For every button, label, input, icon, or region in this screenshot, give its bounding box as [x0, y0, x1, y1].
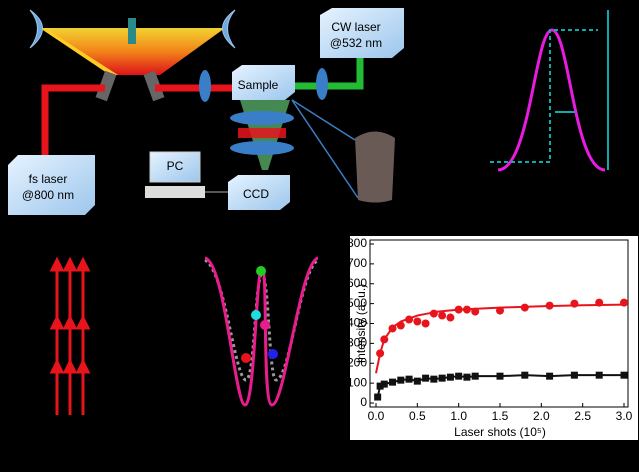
- point: [421, 319, 430, 328]
- y-tick-label: 0: [360, 395, 367, 409]
- pulse: [497, 28, 606, 172]
- point: [455, 372, 463, 380]
- y-axis-label: Intensity (a. u.): [354, 284, 368, 363]
- label: @800 nm: [22, 188, 74, 202]
- point: [438, 311, 447, 320]
- point: [374, 393, 382, 401]
- label: PC: [167, 159, 184, 173]
- mirror: [29, 9, 43, 49]
- arrowhead: [49, 256, 65, 272]
- x-tick-label: 1.5: [492, 409, 509, 423]
- lens: [230, 141, 294, 155]
- x-axis-label: Laser shots (10⁵): [454, 425, 546, 439]
- zoom-line: [291, 99, 359, 199]
- state: [268, 349, 278, 359]
- x-tick-label: 0.0: [368, 409, 385, 423]
- point: [570, 371, 578, 379]
- mirror: [143, 70, 165, 102]
- label: fs laser: [29, 172, 68, 186]
- arrowhead: [62, 256, 78, 272]
- arrowhead: [75, 256, 91, 272]
- arrowhead: [62, 358, 78, 374]
- chart-panel: [350, 236, 638, 440]
- x-tick-label: 0.5: [409, 409, 426, 423]
- y-tick-label: 800: [347, 236, 367, 250]
- state: [260, 320, 270, 330]
- mirror: [222, 9, 236, 49]
- x-tick-label: 3.0: [616, 409, 633, 423]
- point: [446, 373, 454, 381]
- pc-monitor: [149, 151, 201, 183]
- y-tick-label: 200: [347, 355, 367, 369]
- phase: [490, 29, 598, 163]
- point: [422, 374, 430, 382]
- label: @532 nm: [330, 36, 382, 50]
- y-tick-label: 300: [347, 336, 367, 350]
- x-tick-label: 1.0: [450, 409, 467, 423]
- sample-photo: [355, 131, 395, 203]
- point: [413, 317, 422, 326]
- x-tick-label: 2.5: [574, 409, 591, 423]
- label: Sample: [238, 78, 279, 92]
- setup: CW laser @532 nm Sample fs laser @800 nm…: [8, 8, 404, 215]
- point: [446, 313, 455, 322]
- pulse-panel: [490, 10, 609, 172]
- y-tick-label: 600: [347, 276, 367, 290]
- lens: [199, 70, 211, 102]
- level-arrows: [49, 256, 91, 415]
- point: [595, 371, 603, 379]
- label: CCD: [243, 187, 269, 201]
- arrowhead: [62, 314, 78, 330]
- cavity-beam: [40, 28, 225, 75]
- fs-beam: [41, 84, 105, 165]
- series-line: [375, 303, 625, 374]
- label: CW laser: [331, 20, 380, 34]
- pc-base: [145, 186, 205, 198]
- chart: 0 100 200 300 400 500 600 700 800 0.0 0.5 1.0 1.5 2.0…: [347, 236, 633, 439]
- point: [405, 375, 413, 383]
- point: [389, 378, 397, 386]
- point: [463, 373, 471, 381]
- crystal: [128, 18, 136, 44]
- point: [397, 376, 405, 384]
- point: [438, 374, 446, 382]
- state: [241, 353, 251, 363]
- mirror: [95, 70, 117, 102]
- fs-laser-box: [8, 155, 95, 215]
- state: [251, 310, 261, 320]
- lens: [230, 111, 294, 125]
- y-tick-label: 400: [347, 316, 367, 330]
- point: [430, 375, 438, 383]
- y-tick-label: 500: [347, 296, 367, 310]
- point: [413, 377, 421, 385]
- x-tick-label: 2.0: [533, 409, 550, 423]
- y-tick-label: 700: [347, 256, 367, 270]
- filter: [238, 128, 286, 138]
- double-well: [204, 256, 320, 407]
- point: [376, 382, 384, 390]
- arrowhead: [49, 314, 65, 330]
- arrowhead: [75, 314, 91, 330]
- sample-box: [232, 65, 295, 100]
- point: [546, 372, 554, 380]
- cw-laser-box: [320, 8, 404, 58]
- lens: [316, 68, 328, 100]
- ccd-box: [228, 175, 290, 210]
- point: [521, 371, 529, 379]
- point: [496, 372, 504, 380]
- arrowhead: [49, 358, 65, 374]
- y-tick-label: 100: [347, 375, 367, 389]
- state: [256, 266, 266, 276]
- point: [380, 380, 388, 388]
- cavity-beam: [40, 28, 118, 75]
- arrowhead: [75, 358, 91, 374]
- cw-beam: [290, 55, 364, 90]
- point: [620, 371, 628, 379]
- zoom-line: [291, 99, 356, 141]
- point: [471, 372, 479, 380]
